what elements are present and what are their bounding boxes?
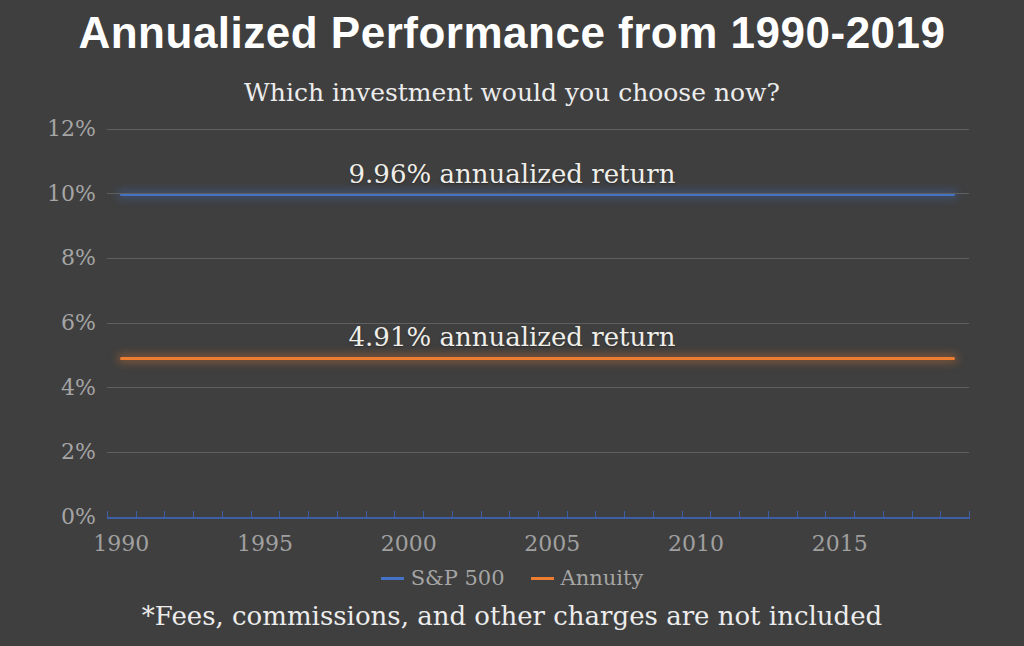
x-axis-label: 1995 <box>215 531 315 557</box>
x-axis-tick <box>251 511 252 517</box>
y-axis-label: 8% <box>34 245 96 271</box>
x-axis-tick <box>912 511 913 517</box>
annuity-series-line <box>120 357 955 360</box>
y-axis-label: 2% <box>34 439 96 465</box>
x-axis-tick <box>136 511 137 517</box>
x-axis-label: 2000 <box>359 531 459 557</box>
plot-area: 9.96% annualized return 4.91% annualized… <box>0 0 1024 646</box>
x-axis-tick <box>394 511 395 517</box>
x-axis-tick <box>193 511 194 517</box>
x-axis-tick <box>739 511 740 517</box>
x-axis-tick <box>538 511 539 517</box>
annuity-line-swatch-icon <box>531 577 554 580</box>
x-axis-label: 2015 <box>790 531 890 557</box>
x-axis-tick <box>366 511 367 517</box>
x-axis-tick <box>883 511 884 517</box>
x-axis-tick <box>682 511 683 517</box>
legend: S&P 500 Annuity <box>0 565 1024 591</box>
legend-item-sp500: S&P 500 <box>381 566 505 590</box>
x-axis-tick <box>308 511 309 517</box>
x-axis-tick <box>222 511 223 517</box>
x-axis-tick <box>653 511 654 517</box>
x-axis-tick <box>337 511 338 517</box>
x-axis-tick <box>423 511 424 517</box>
x-axis-tick <box>481 511 482 517</box>
legend-label-sp500: S&P 500 <box>411 566 505 590</box>
x-axis-tick <box>624 511 625 517</box>
legend-label-annuity: Annuity <box>561 566 644 590</box>
x-axis-tick <box>940 511 941 517</box>
x-axis-tick <box>279 511 280 517</box>
x-axis-tick <box>969 511 970 517</box>
gridline <box>107 193 969 194</box>
x-axis-tick <box>107 511 108 517</box>
x-axis-tick <box>567 511 568 517</box>
annuity-annotation: 4.91% annualized return <box>0 321 1024 354</box>
x-axis-tick <box>797 511 798 517</box>
x-axis-label: 2010 <box>646 531 746 557</box>
y-axis-label: 6% <box>34 310 96 336</box>
gridline <box>107 258 969 259</box>
gridline <box>107 323 969 324</box>
y-axis-label: 0% <box>34 504 96 530</box>
x-axis-label: 2005 <box>502 531 602 557</box>
legend-item-annuity: Annuity <box>531 566 644 590</box>
gridline <box>107 387 969 388</box>
x-axis-tick <box>595 511 596 517</box>
y-axis-label: 4% <box>34 375 96 401</box>
x-axis-line <box>107 517 970 519</box>
sp500-annotation: 9.96% annualized return <box>0 158 1024 191</box>
x-axis-tick <box>452 511 453 517</box>
sp500-line-swatch-icon <box>381 577 404 580</box>
x-axis-tick <box>509 511 510 517</box>
y-axis-label: 10% <box>34 181 96 207</box>
chart-canvas: Annualized Performance from 1990-2019 Wh… <box>0 0 1024 646</box>
x-axis-tick <box>854 511 855 517</box>
gridline <box>107 129 969 130</box>
x-axis-tick <box>768 511 769 517</box>
gridline <box>107 452 969 453</box>
y-axis-label: 12% <box>34 116 96 142</box>
x-axis-tick <box>710 511 711 517</box>
x-axis-tick <box>164 511 165 517</box>
x-axis-label: 1990 <box>71 531 171 557</box>
footnote: *Fees, commissions, and other charges ar… <box>0 600 1024 632</box>
x-axis-tick <box>825 511 826 517</box>
